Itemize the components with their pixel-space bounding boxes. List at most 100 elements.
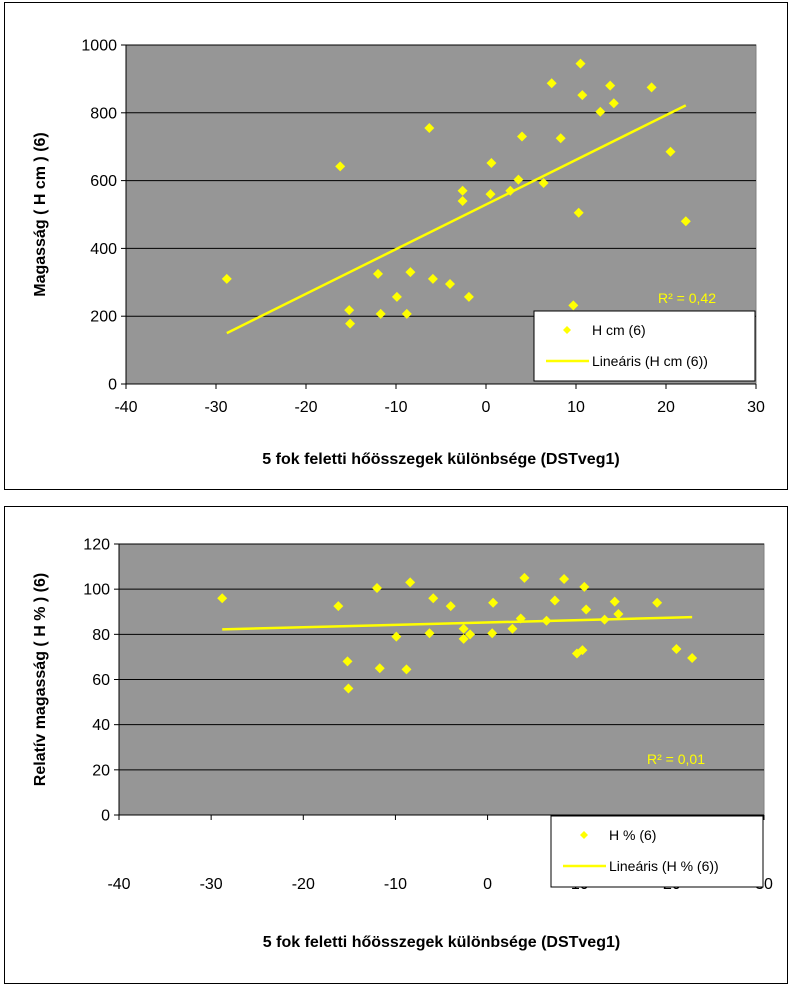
data-point xyxy=(463,291,474,302)
data-point xyxy=(445,278,455,289)
data-point xyxy=(577,645,588,656)
data-point xyxy=(513,174,524,185)
data-point xyxy=(546,78,557,89)
y-axis-title: Relatív magasság ( H % ) (6) xyxy=(32,573,49,786)
x-tick-label: 30 xyxy=(747,399,765,416)
trend-line xyxy=(226,104,687,335)
data-point xyxy=(401,664,412,675)
data-point xyxy=(613,609,624,620)
x-tick-label: 10 xyxy=(567,399,585,416)
y-tick-label: 80 xyxy=(92,627,110,644)
data-point xyxy=(671,644,682,655)
data-point xyxy=(391,631,402,642)
data-point xyxy=(687,653,698,664)
data-point xyxy=(373,268,383,279)
data-point xyxy=(445,601,456,612)
x-tick-label: 20 xyxy=(657,399,675,416)
y-tick-label: 600 xyxy=(90,173,117,190)
legend-label: Lineáris (H cm (6)) xyxy=(592,353,708,369)
y-tick-label: 0 xyxy=(108,377,117,394)
y-tick-label: 400 xyxy=(90,241,117,258)
data-point xyxy=(405,577,416,588)
data-point xyxy=(568,300,579,311)
data-point xyxy=(487,628,498,639)
data-point xyxy=(609,596,620,607)
data-point xyxy=(488,597,499,608)
data-point xyxy=(391,291,402,302)
data-point xyxy=(541,615,552,626)
x-tick-label: -30 xyxy=(204,399,227,416)
x-tick-label: -40 xyxy=(107,876,130,893)
y-tick-label: 20 xyxy=(92,762,110,779)
data-point xyxy=(559,574,570,585)
data-point xyxy=(646,82,657,93)
data-point xyxy=(608,98,619,109)
legend-marker-diamond xyxy=(563,326,571,334)
y-tick-label: 100 xyxy=(83,582,110,599)
data-point xyxy=(375,308,386,319)
data-point xyxy=(428,593,439,604)
legend-label: H cm (6) xyxy=(592,322,646,338)
y-tick-label: 200 xyxy=(90,309,117,326)
data-point xyxy=(665,146,676,157)
data-point xyxy=(344,305,355,316)
chart-1-frame: 0 200 400 600 800 1000 -40 -30 -20 -10 0 10 20 30 5 fo… xyxy=(4,2,788,490)
r-squared-annotation: R² = 0,01 xyxy=(647,751,705,767)
x-axis-title: 5 fok feletti hőösszegek különbsége (DST… xyxy=(262,451,619,468)
x-tick-label: 0 xyxy=(482,399,491,416)
data-point xyxy=(573,207,584,218)
data-point xyxy=(372,583,382,594)
chart-1: 0 200 400 600 800 1000 -40 -30 -20 -10 0 10 20 30 5 fo… xyxy=(32,38,765,469)
y-tick-label: 120 xyxy=(83,537,110,554)
data-point xyxy=(599,614,610,625)
data-point xyxy=(427,273,438,284)
data-point xyxy=(575,58,586,69)
x-tick-label: -10 xyxy=(384,876,407,893)
data-point xyxy=(555,133,566,144)
data-point xyxy=(507,623,518,634)
data-point xyxy=(549,595,560,606)
x-axis-title: 5 fok feletti hőösszegek különbsége (DST… xyxy=(263,934,620,951)
data-point xyxy=(345,318,356,329)
legend-label: H % (6) xyxy=(609,827,656,843)
data-point xyxy=(401,308,412,319)
y-tick-label: 60 xyxy=(92,672,110,689)
data-point xyxy=(457,195,468,206)
data-point xyxy=(424,628,435,639)
data-point xyxy=(342,656,353,667)
data-point xyxy=(458,623,469,634)
data-point xyxy=(581,604,592,615)
legend-box xyxy=(533,310,756,382)
x-tick-label: -10 xyxy=(384,399,407,416)
data-point xyxy=(515,613,526,624)
data-point xyxy=(335,161,346,172)
r-squared-annotation: R² = 0,42 xyxy=(658,290,716,306)
x-tick-label: -40 xyxy=(114,399,137,416)
legend-box xyxy=(550,815,764,888)
y-tick-label: 1000 xyxy=(81,38,117,55)
x-tick-label: -30 xyxy=(200,876,223,893)
y-tick-label: 800 xyxy=(90,105,117,122)
legend-marker-diamond xyxy=(580,831,588,839)
data-point xyxy=(457,185,468,196)
x-tick-label: -20 xyxy=(292,876,315,893)
data-point xyxy=(538,177,549,188)
x-tick-label: -20 xyxy=(294,399,317,416)
data-point xyxy=(424,123,435,134)
data-point xyxy=(605,80,616,91)
data-point xyxy=(217,593,228,604)
data-point xyxy=(517,131,527,142)
data-point xyxy=(680,216,691,227)
x-tick-label: 0 xyxy=(483,876,492,893)
data-point xyxy=(221,273,232,284)
data-point xyxy=(333,601,344,612)
trend-line xyxy=(222,615,693,631)
data-point xyxy=(652,597,663,608)
data-point xyxy=(577,90,588,101)
data-point xyxy=(595,106,606,117)
data-point xyxy=(485,189,496,200)
legend-label: Lineáris (H % (6)) xyxy=(609,858,719,874)
data-point xyxy=(343,683,354,694)
y-tick-label: 0 xyxy=(101,808,110,825)
